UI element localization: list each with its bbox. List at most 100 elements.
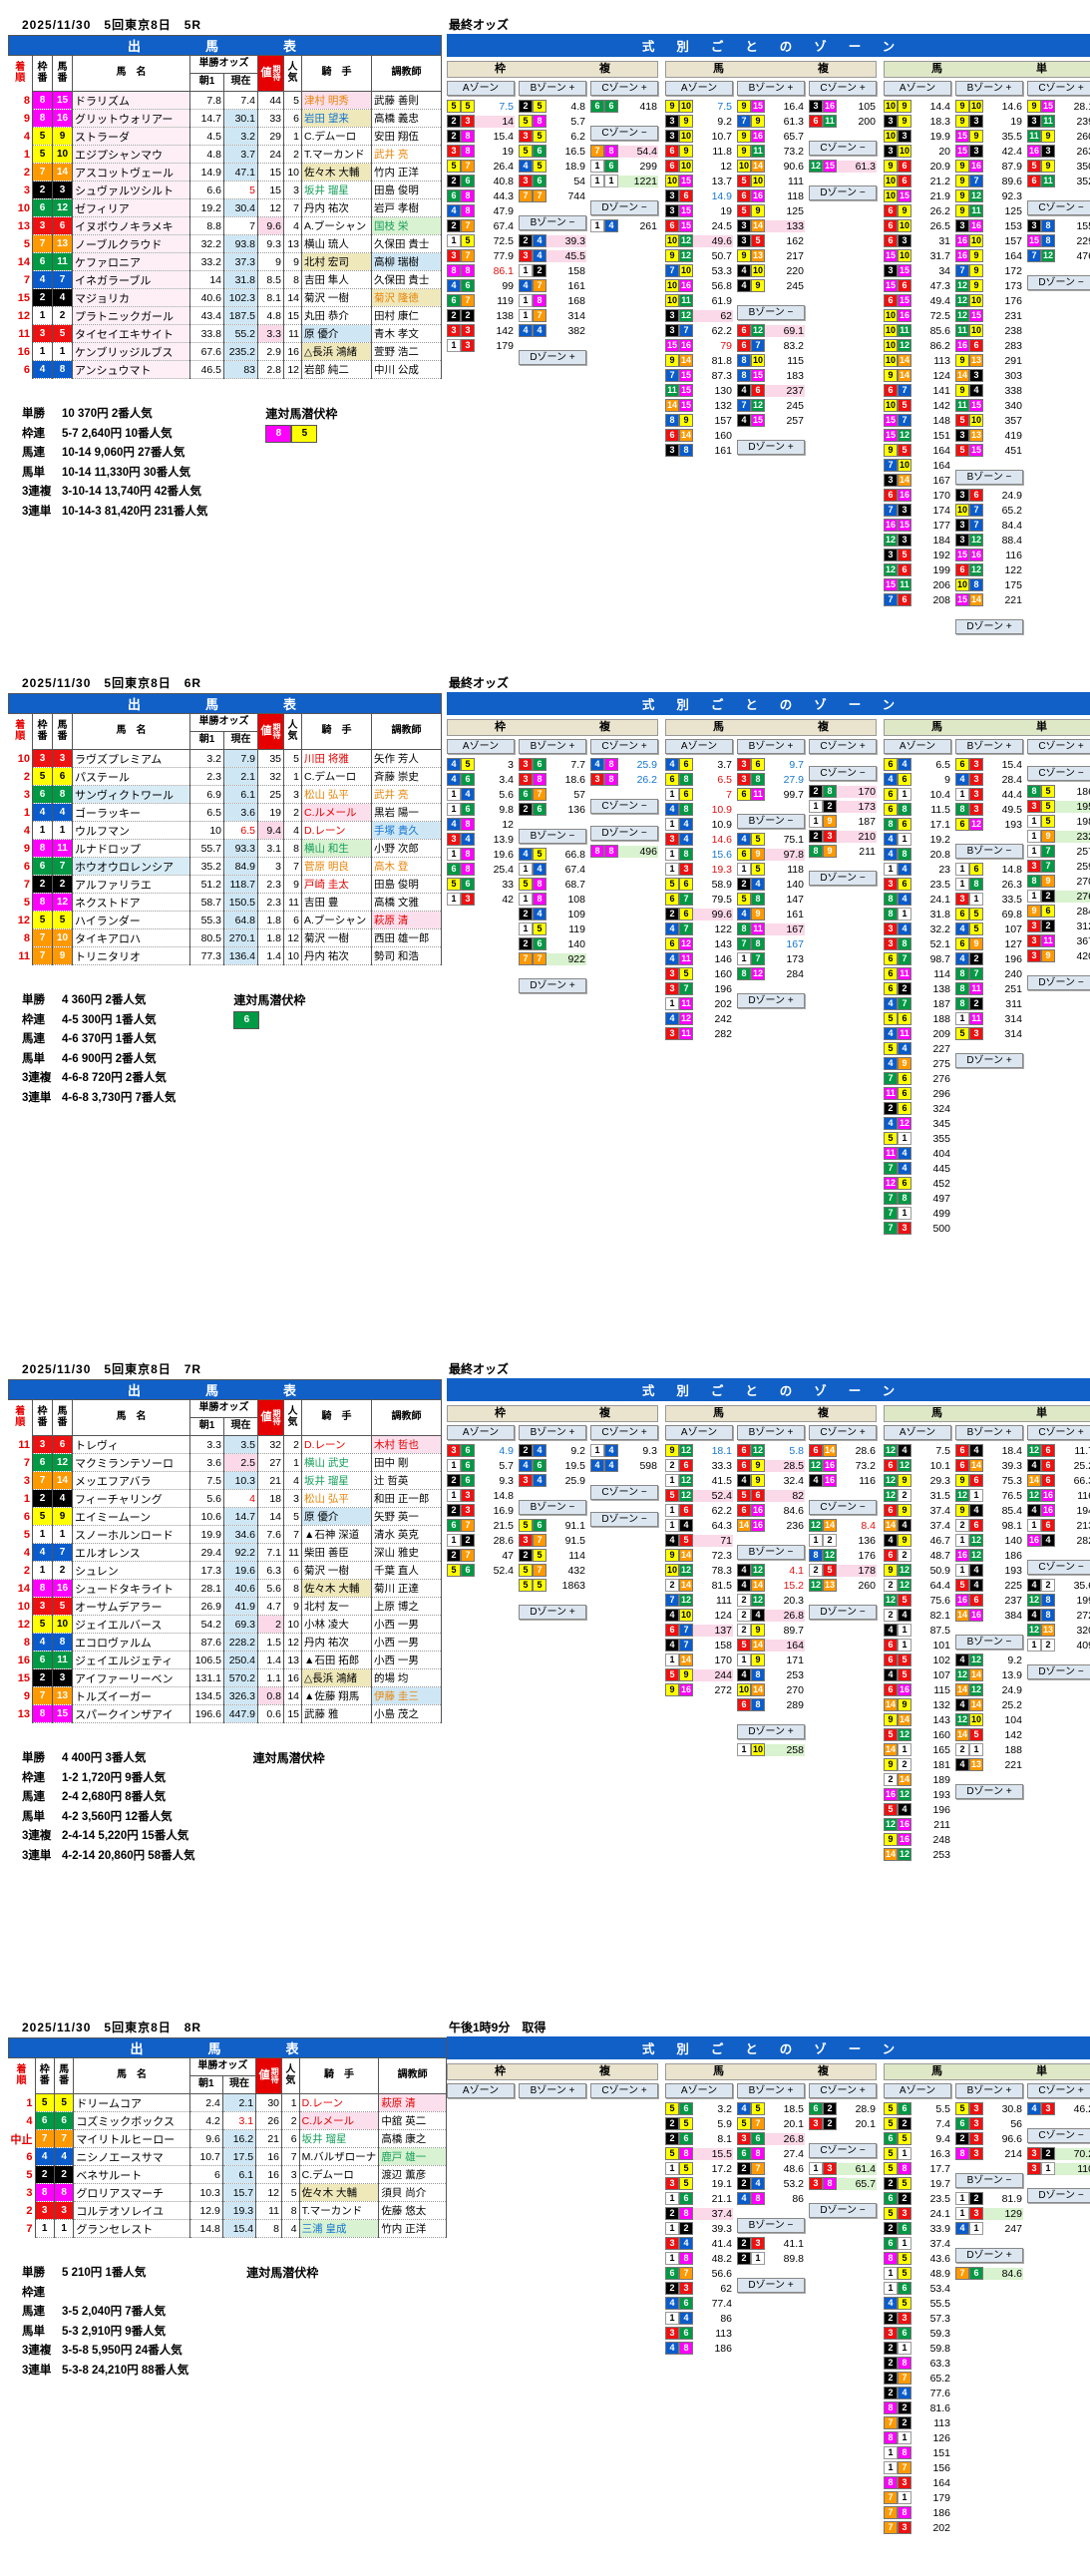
zone-label: Aゾーン: [447, 739, 515, 754]
odds-value: 231: [1004, 309, 1022, 322]
bet-type-group: 枠複 Aゾーン Bゾーン + Cゾーン +: [447, 2063, 658, 2535]
odds-value: 314: [1004, 1012, 1022, 1025]
current-odds: 6.1: [221, 2165, 257, 2184]
bracket-number-cell: 5: [969, 922, 983, 935]
bracket-number-cell: 7: [969, 175, 983, 187]
finish-position: 中止: [10, 2133, 33, 2146]
odds-entry: 1 4 10.9: [665, 817, 733, 832]
odds-entry: 5 3 30.8: [955, 2101, 1023, 2116]
odds-value: 744: [567, 189, 585, 202]
bracket-number-cell: 3: [898, 234, 911, 247]
bracket-number-cell: 8: [969, 578, 983, 591]
odds-value: 42.4: [1001, 145, 1022, 158]
table-row: 中止 7 7 マイリトルヒーロー 9.6 16.2 21 6 坂井 瑠星 高橋 康之: [9, 2129, 447, 2148]
odds-entry: 2 3 16.9: [447, 1503, 515, 1518]
odds-value: 19.2: [929, 833, 950, 846]
bracket-number-cell: 5: [898, 399, 911, 412]
table-row: 7 1 1 グランセレスト 14.8 15.4 8 4 三浦 皇成 竹内 正洋: [9, 2219, 447, 2238]
table-row: 4 6 6 コズミックボックス 4.2 3.1 26 2 C.ルメール 中舘 英二: [9, 2111, 447, 2130]
col-header: 単勝オッズ: [189, 55, 258, 74]
bet-type-band: 馬単: [884, 1405, 1090, 1422]
odds-entry: 89270: [1027, 874, 1090, 889]
bracket-number-cell: 1: [955, 2207, 969, 2220]
col-header: 人気: [283, 1399, 302, 1436]
odds-entry: 1 6 9.8: [447, 802, 515, 817]
horse-number: 13: [52, 1686, 73, 1705]
bet-type-group: 馬複 Aゾーン 9 10 7.5 3 9 9.2 3 10 10.7 6 9 11.8 6 10 12 10 15 1…: [665, 61, 877, 637]
bracket-number-cell: 1: [737, 1654, 751, 1666]
trainer-name: 岩戸 孝樹: [371, 198, 442, 217]
popularity: 16: [283, 1668, 302, 1687]
bet-type-group: 馬複 Aゾーン 5 6 3.2 2 5 5.9 2 6 8.1 5 8 15.5 1 5 17.2 3 5 19.1 1…: [665, 2063, 877, 2535]
horse-name: イネガラーブル: [72, 270, 190, 289]
odds-value: 10.9: [711, 803, 732, 816]
odds-entry: 12 5 75.6: [884, 1593, 951, 1608]
zone-label: Cゾーン −: [590, 1485, 658, 1500]
entry-table: 出 馬 表着順枠番馬番馬 名単勝オッズ値期待人気騎 手調教師 朝1 現在 1 5 5 ドリー…: [8, 2037, 447, 2238]
odds-entry: 3 4 41.4: [665, 2236, 733, 2251]
bracket-number-cell: 2: [1041, 2147, 1055, 2160]
zone-block: Dゾーン +: [519, 350, 586, 365]
odds-value: 140: [1004, 1534, 1022, 1547]
table-row: 8 8 15 ドラリズム 7.8 7.4 44 5 津村 明秀 武藤 善則: [9, 91, 442, 110]
bracket-number-cell: 6: [447, 294, 461, 307]
bracket-number-cell: 3: [1027, 934, 1041, 947]
bracket-number-cell: 10: [898, 459, 911, 472]
bracket-number-cell: 2: [884, 2177, 898, 2190]
bracket-number-cell: 1: [447, 1489, 461, 1502]
bracket-number-cell: 16: [884, 1788, 898, 1801]
odds-entry: 8 11 167: [737, 921, 805, 936]
bracket-number-cell: 8: [751, 1698, 765, 1711]
odds-entry: 59350: [1027, 159, 1090, 174]
jockey-name: ▲佐藤 翔馬: [301, 1686, 372, 1705]
odds-entry: 3 6 9.7: [737, 757, 805, 772]
odds-value: 14.4: [929, 100, 950, 113]
bracket-number-cell: 8: [955, 982, 969, 995]
bracket-number-cell: 8: [1041, 219, 1055, 232]
bracket-number-cell: 3: [884, 549, 898, 561]
bracket-number-cell: 4: [884, 1668, 898, 1681]
bracket-number-cell: 7: [884, 1162, 898, 1175]
bracket-number-cell: 6: [533, 175, 546, 187]
odds-entry: 3 4 14.6: [665, 832, 733, 847]
odds-value: 196: [1004, 952, 1022, 965]
morning-odds: 55.7: [189, 839, 224, 858]
odds-entry: 19232: [1027, 829, 1090, 844]
zone-column: Cゾーン +4 8 25.9 3 8 26.2 Cゾーン − Dゾーン −8 8 496: [590, 739, 658, 996]
odds-entry: 1 2 81.9: [955, 2191, 1023, 2206]
col-header: 馬番: [53, 2057, 75, 2094]
current-odds: 2.1: [221, 2093, 257, 2112]
odds-value: 200: [858, 115, 876, 128]
bracket-number-cell: 7: [533, 1564, 546, 1577]
odds-entry: 5 6 5.5: [884, 2101, 951, 2116]
bracket-number-cell: 6: [533, 1519, 546, 1532]
odds-value: 26.5: [929, 219, 950, 232]
odds-value: 270: [1076, 875, 1090, 888]
horse-name: ネクストドア: [72, 893, 190, 912]
bracket-number-cell: 10: [969, 234, 983, 247]
trainer-name: 小西 一男: [371, 1633, 442, 1652]
bracket-number-cell: 7: [679, 982, 693, 995]
odds-entry: 5 6 188: [884, 1011, 951, 1026]
bracket-number-cell: 6: [969, 339, 983, 352]
bracket-number-cell: 1: [898, 788, 911, 801]
col-header: 朝1: [189, 73, 224, 92]
bracket-number-cell: 5: [519, 1579, 533, 1592]
bracket-number-cell: 8: [884, 2431, 898, 2444]
odds-value: 76.5: [1001, 1489, 1022, 1502]
odds-value: 242: [714, 1012, 732, 1025]
odds-value: 130: [714, 384, 732, 397]
zone-label: Cゾーン −: [1027, 1560, 1090, 1575]
odds-value: 19.3: [711, 863, 732, 876]
bracket-number-cell: 14: [679, 354, 693, 367]
odds-value: 16.5: [564, 145, 585, 158]
odds-value: 132: [932, 1698, 950, 1711]
odds-entry: 16 6 283: [955, 338, 1023, 353]
bracket-number-cell: 16: [1027, 1534, 1041, 1547]
col-header: 騎 手: [298, 2057, 380, 2094]
bracket-number-cell: 12: [969, 534, 983, 547]
bracket-number-cell: 2: [519, 100, 533, 113]
bracket-number-cell: 10: [884, 100, 898, 113]
bracket-number-cell: 6: [604, 100, 618, 113]
